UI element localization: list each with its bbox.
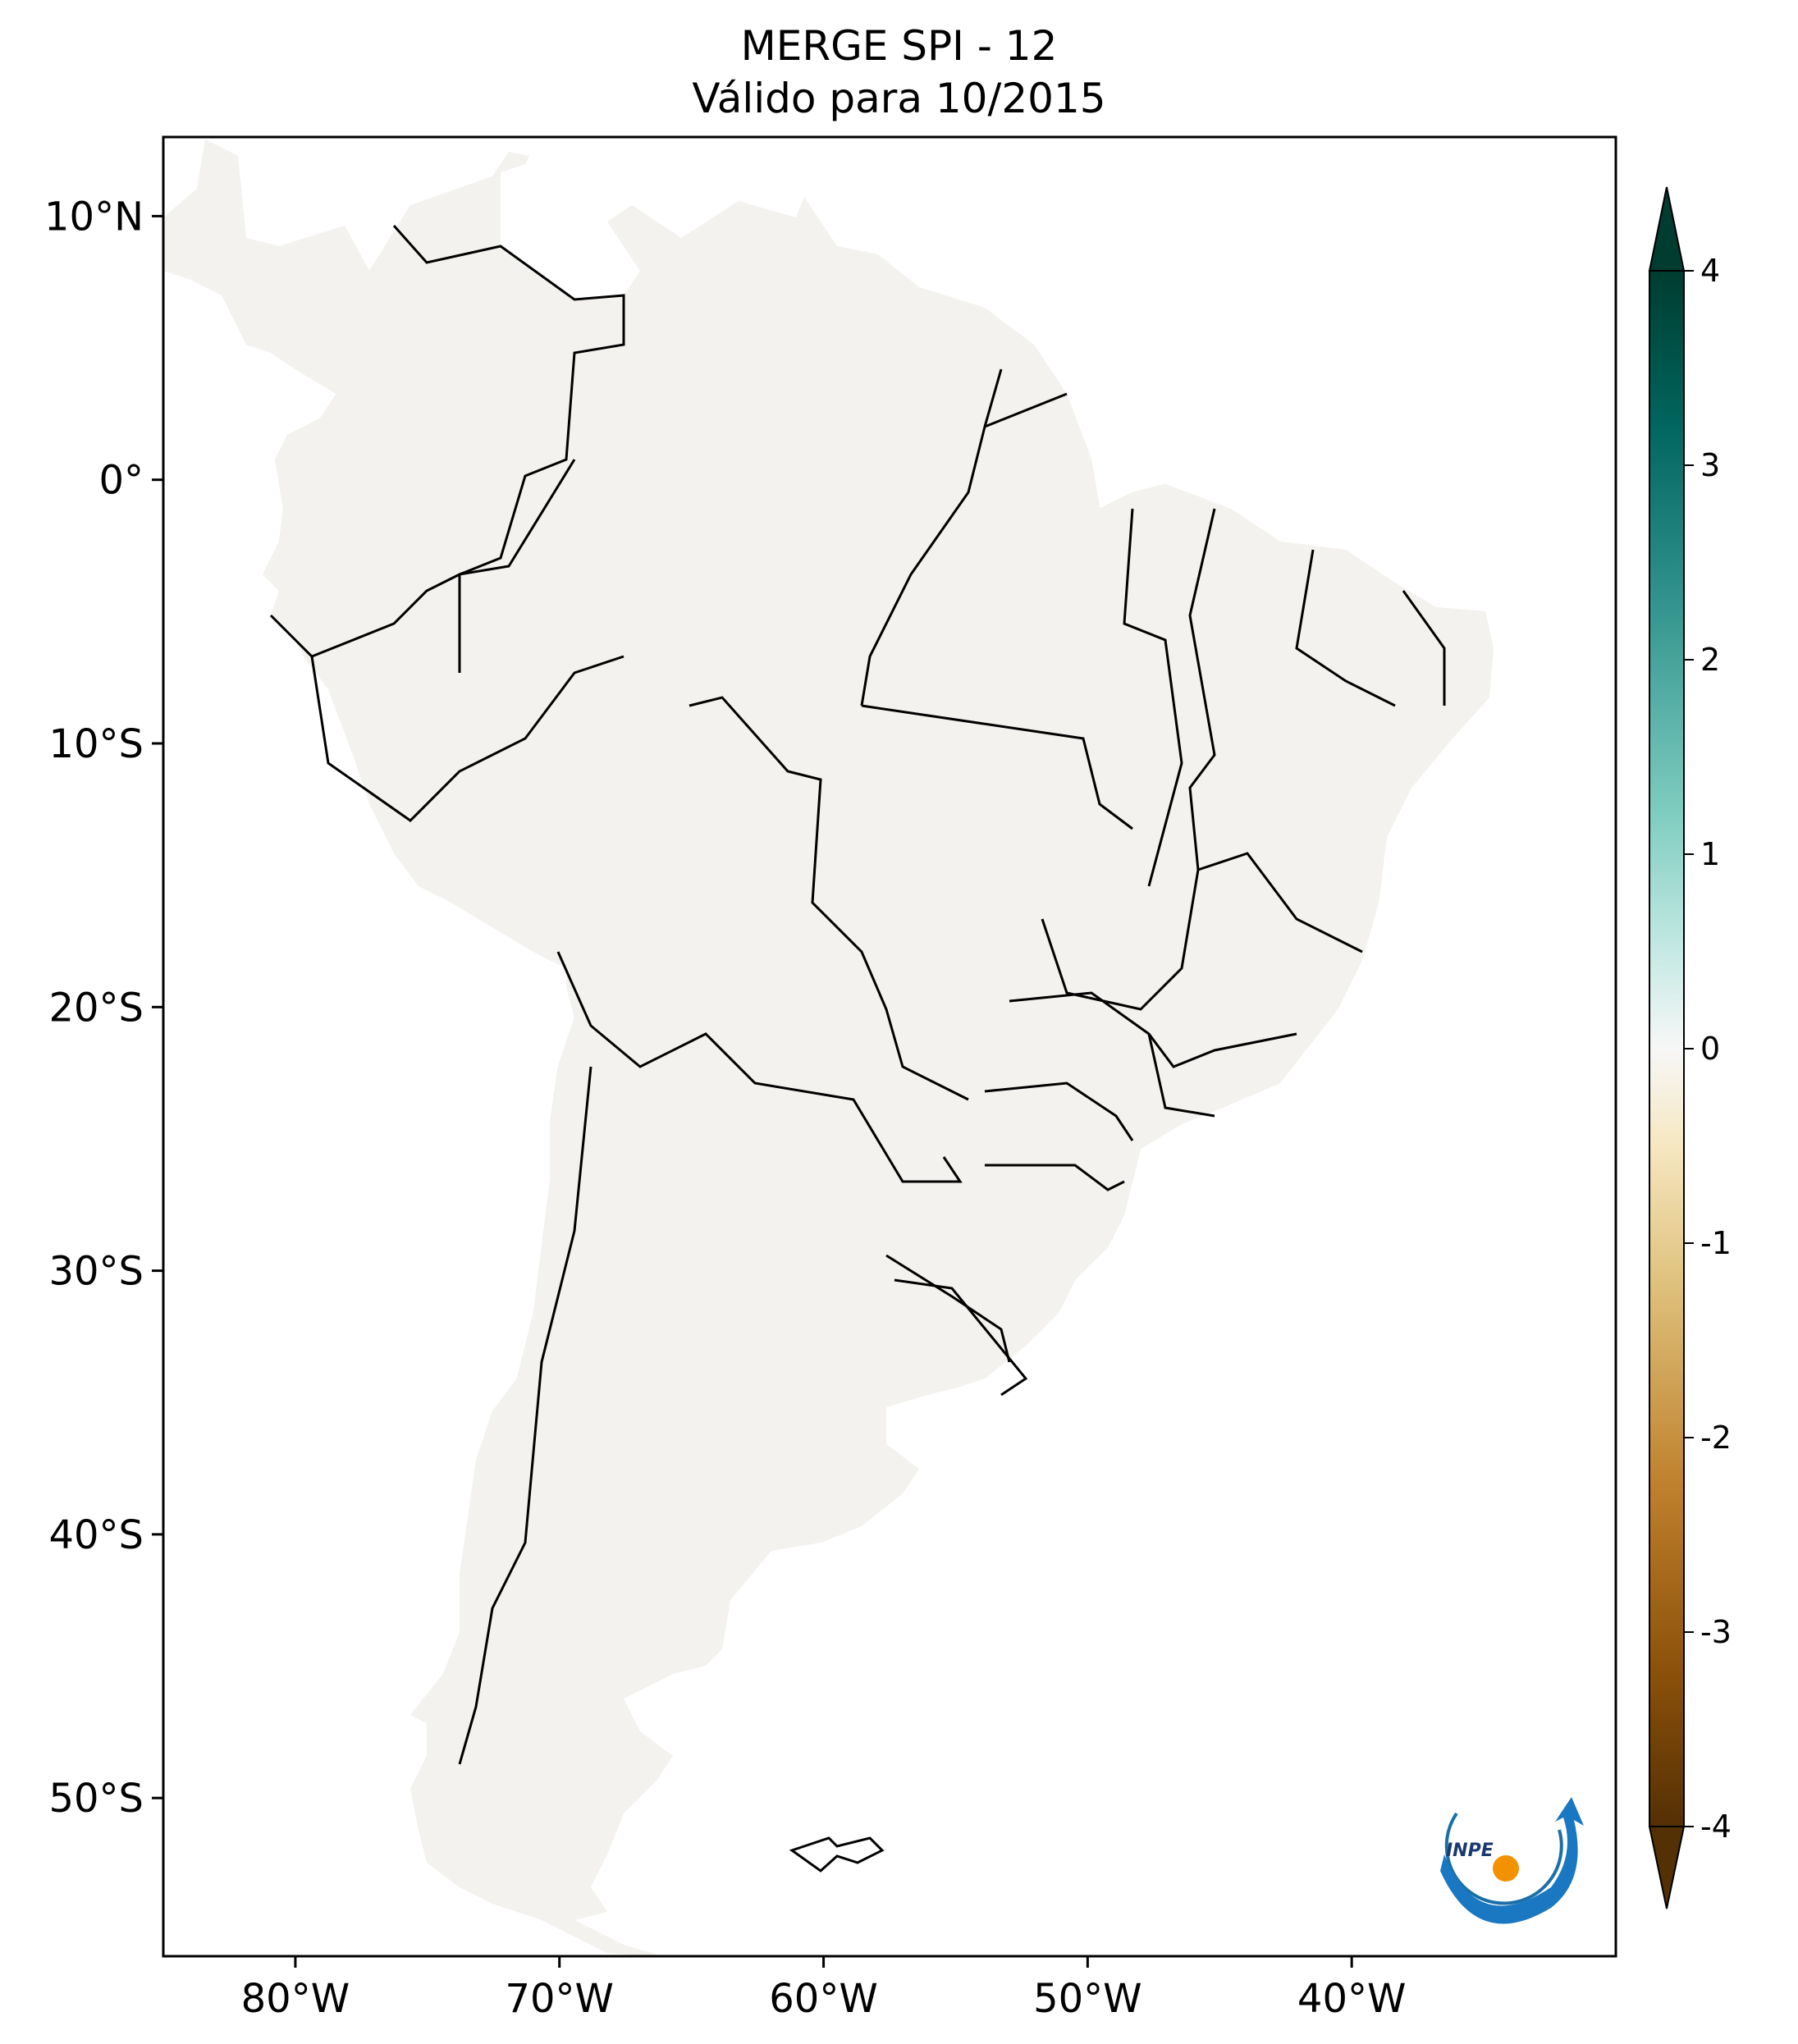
country-borders [269, 225, 1446, 1765]
y-tick-label: 10°N [44, 194, 144, 240]
inpe-logo: INPE [1440, 1797, 1584, 1924]
colorbar-extend-max [1648, 186, 1686, 272]
y-tick-label: 50°S [48, 1776, 144, 1822]
colorbar-tick-label: -4 [1700, 1809, 1732, 1845]
x-axis: 80°W 70°W 60°W 50°W 40°W [241, 1956, 1407, 2022]
logo-text: INPE [1446, 1841, 1494, 1861]
colorbar-gradient [1649, 270, 1685, 1827]
colorbar-tick-label: 2 [1700, 642, 1720, 678]
x-tick-label: 40°W [1297, 1976, 1407, 2022]
colorbar-extend-min [1648, 1826, 1686, 1909]
falkland-islands [789, 1836, 885, 1873]
y-tick-label: 30°S [48, 1249, 144, 1295]
y-tick-label: 10°S [48, 721, 144, 767]
x-tick-label: 60°W [769, 1976, 878, 2022]
colorbar-tick-label: -3 [1700, 1614, 1732, 1650]
colorbar-tick-label: -2 [1700, 1420, 1732, 1456]
colorbar-tick-label: 4 [1700, 253, 1720, 289]
y-tick-label: 20°S [48, 985, 144, 1031]
y-tick-label: 40°S [48, 1512, 144, 1558]
chart-subtitle: Válido para 10/2015 [692, 75, 1106, 122]
plot-frame [162, 135, 1617, 1958]
logo-sun [1493, 1855, 1519, 1882]
colorbar-tick-label: -1 [1700, 1225, 1732, 1261]
x-tick-label: 50°W [1033, 1976, 1142, 2022]
colorbar: 4 3 2 1 0 -1 -2 -3 -4 [1648, 186, 1732, 1909]
colorbar-tick-label: 0 [1700, 1031, 1720, 1067]
chart-title: MERGE SPI - 12 [740, 22, 1058, 70]
logo-arrow [1440, 1797, 1584, 1924]
y-tick-label: 0° [98, 458, 144, 504]
x-tick-label: 70°W [505, 1976, 614, 2022]
colorbar-tick-label: 1 [1700, 836, 1720, 872]
x-tick-label: 80°W [241, 1976, 350, 2022]
y-axis: 10°N 0° 10°S 20°S 30°S 40°S 50°S [44, 194, 163, 1822]
logo-orbit [1444, 1812, 1563, 1905]
colorbar-tick-label: 3 [1700, 447, 1720, 483]
